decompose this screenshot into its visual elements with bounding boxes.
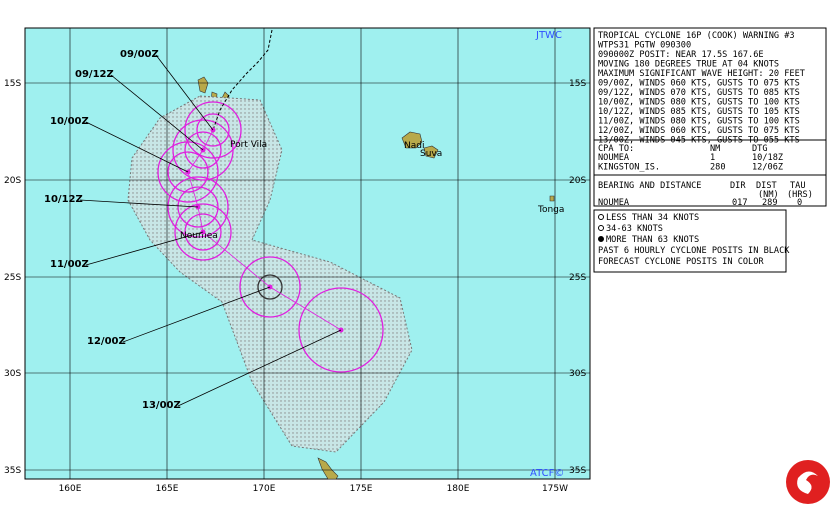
- warning-line: WTPS31 PGTW 090300: [598, 41, 691, 51]
- legend-line: MORE THAN 63 KNOTS: [606, 235, 699, 245]
- radius-34kt: [174, 203, 232, 261]
- footer: ATCF©: [530, 468, 564, 479]
- past-track: [212, 29, 273, 131]
- bearing-cell: 0: [797, 198, 802, 208]
- radius-34kt: [157, 141, 219, 203]
- logo-swirl: [797, 471, 818, 494]
- bearing-cell: NOUMEA: [598, 198, 630, 208]
- warning-line: MAXIMUM SIGNIFICANT WAVE HEIGHT: 20 FEET: [598, 69, 805, 79]
- wind-radii: [157, 101, 384, 373]
- lon-label: 160E: [59, 484, 82, 494]
- warning-line: 09/00Z, WINDS 060 KTS, GUSTS TO 075 KTS: [598, 79, 800, 89]
- legend-symbol: [598, 214, 604, 220]
- lat-label: 25S: [4, 273, 21, 283]
- lat-label: 35S: [569, 466, 586, 476]
- warning-box: [593, 27, 827, 207]
- radius-34kt: [167, 176, 229, 238]
- lat-label: 30S: [4, 369, 21, 379]
- place-label: Tonga: [537, 205, 564, 215]
- legend-symbol: [598, 236, 604, 242]
- forecast-time: 09/12Z: [75, 69, 114, 80]
- legend-line: LESS THAN 34 KNOTS: [606, 213, 699, 223]
- leader: [79, 199, 199, 208]
- bearing-header: DIR: [730, 181, 746, 191]
- bearing-header: BEARING AND DISTANCE: [598, 181, 701, 191]
- radius-34kt: [172, 119, 234, 181]
- warning-line: 10/00Z, WINDS 080 KTS, GUSTS TO 100 KTS: [598, 98, 800, 108]
- legend-line: 34-63 KNOTS: [606, 224, 663, 234]
- warning-line: 10/12Z, WINDS 085 KTS, GUSTS TO 105 KTS: [598, 107, 800, 117]
- cpa-cell: 12/06Z: [752, 163, 783, 173]
- lat-label: 15S: [4, 79, 21, 89]
- leader: [122, 286, 271, 343]
- lat-label: 15S: [569, 79, 586, 89]
- lat-label: 25S: [569, 273, 586, 283]
- legend-line: FORECAST CYCLONE POSITS IN COLOR: [598, 257, 764, 267]
- radius-50kt: [257, 274, 283, 300]
- leader: [155, 54, 214, 131]
- radius-50kt: [177, 186, 219, 228]
- forecast-time: 10/00Z: [50, 116, 89, 127]
- grid: [25, 28, 590, 479]
- place-label: Port Vila: [230, 140, 267, 150]
- warning-line: 090000Z POSIT: NEAR 17.5S 167.6E: [598, 50, 764, 60]
- lat-label: 35S: [4, 466, 21, 476]
- forecast-time: 12/00Z: [87, 336, 126, 347]
- legend-line: PAST 6 HOURLY CYCLONE POSITS IN BLACK: [598, 246, 790, 256]
- warning-line: 11/00Z, WINDS 080 KTS, GUSTS TO 100 KTS: [598, 117, 800, 127]
- forecast-time: 09/00Z: [120, 49, 159, 60]
- lat-label: 20S: [569, 176, 586, 186]
- leader: [110, 74, 204, 151]
- lon-label: 175E: [350, 484, 373, 494]
- lon-label: 170E: [253, 484, 276, 494]
- legend-symbol: [598, 225, 604, 231]
- warning-line: MOVING 180 DEGREES TRUE AT 04 KNOTS: [598, 60, 779, 70]
- forecast-time: 11/00Z: [50, 259, 89, 270]
- leader: [85, 121, 189, 173]
- radius-34kt: [184, 101, 242, 159]
- danger-area: [127, 95, 413, 453]
- radius-50kt: [196, 113, 230, 147]
- place-label: Nadi: [404, 141, 424, 151]
- bearing-subheader: (NM): [758, 190, 779, 200]
- lon-label: 180E: [447, 484, 470, 494]
- cpa-cell: KINGSTON_IS.: [598, 163, 660, 173]
- radius-50kt: [184, 213, 222, 251]
- lon-label: 165E: [156, 484, 179, 494]
- radius-34kt: [298, 287, 384, 373]
- radius-34kt: [239, 256, 301, 318]
- cpa-cell: NOUMEA: [598, 153, 630, 163]
- cpa-header: NM: [710, 144, 720, 154]
- warning-line: 12/00Z, WINDS 060 KTS, GUSTS TO 075 KTS: [598, 126, 800, 136]
- warning-line: TROPICAL CYCLONE 16P (COOK) WARNING #3: [598, 31, 795, 41]
- warning-line: 13/00Z, WINDS 045 KTS, GUSTS TO 055 KTS: [598, 136, 800, 146]
- leader: [177, 329, 342, 407]
- warning-line: 09/12Z, WINDS 070 KTS, GUSTS TO 085 KTS: [598, 88, 800, 98]
- cpa-cell: 1: [710, 153, 715, 163]
- lat-label: 20S: [4, 176, 21, 186]
- cpa-cell: 280: [710, 163, 726, 173]
- cpa-header: DTG: [752, 144, 768, 154]
- source: JTWC: [535, 30, 562, 41]
- place-label: Noumea: [180, 231, 218, 241]
- leader: [85, 231, 204, 266]
- bearing-subheader: (HRS): [787, 190, 813, 200]
- lat-label: 30S: [569, 369, 586, 379]
- forecast-time: 13/00Z: [142, 400, 181, 411]
- cpa-cell: 10/18Z: [752, 153, 783, 163]
- radius-50kt: [184, 131, 222, 169]
- bearing-cell: 017: [732, 198, 748, 208]
- bearing-cell: 289: [762, 198, 778, 208]
- cpa-header: CPA TO:: [598, 144, 634, 154]
- legend-box: [593, 209, 787, 273]
- bearing-header: TAU: [790, 181, 806, 191]
- radius-50kt: [167, 151, 209, 193]
- forecast-time: 10/12Z: [44, 194, 83, 205]
- bearing-header: DIST: [756, 181, 777, 191]
- place-label: Suva: [420, 149, 442, 159]
- lon-label: 175W: [542, 484, 568, 494]
